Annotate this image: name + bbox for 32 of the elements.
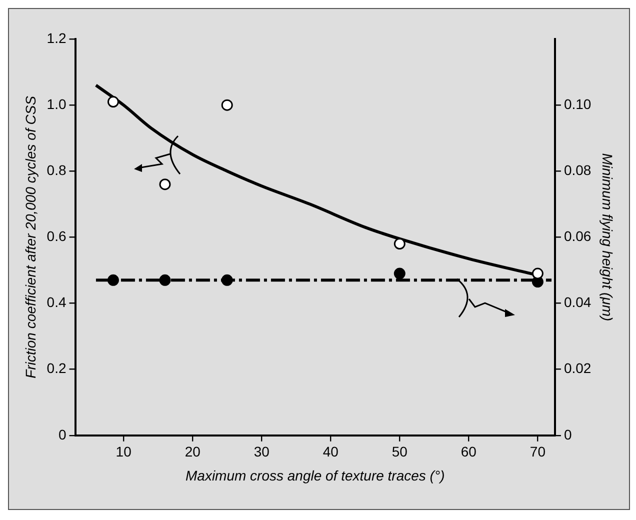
point <box>221 274 233 286</box>
y-tick-label: 0.4 <box>46 294 66 310</box>
y2-tick-label: 0 <box>564 426 572 442</box>
y-tick-label: 0.6 <box>46 228 66 244</box>
y2-tick-label: 0.02 <box>564 360 592 376</box>
y-tick-label: 0 <box>58 426 66 442</box>
y2-axis-title: Minimum flying height (μm) <box>600 153 616 322</box>
point <box>107 274 119 286</box>
x-tick-label: 10 <box>116 444 132 460</box>
point <box>107 96 119 108</box>
y-tick-label: 1.0 <box>46 96 66 112</box>
y-axis-title: Friction coefficient after 20,000 cycles of CSS <box>22 95 38 378</box>
y2-tick-label: 0.08 <box>564 162 592 178</box>
point <box>221 99 233 111</box>
y2-tick-label: 0.04 <box>564 294 592 310</box>
point <box>159 274 171 286</box>
y2-tick-label: 0.10 <box>564 96 592 112</box>
x-tick-label: 30 <box>254 444 270 460</box>
x-tick-label: 20 <box>184 444 201 460</box>
x-axis-title: Maximum cross angle of texture traces (°) <box>185 467 445 484</box>
x-tick-label: 70 <box>530 444 546 460</box>
y-tick-label: 1.2 <box>46 30 66 46</box>
point <box>159 178 171 190</box>
point <box>394 238 406 250</box>
x-tick-label: 40 <box>322 444 339 460</box>
y2-tick-label: 0.06 <box>564 228 592 244</box>
x-tick-label: 50 <box>392 444 408 460</box>
x-tick-label: 60 <box>460 444 477 460</box>
y-tick-label: 0.8 <box>46 162 66 178</box>
point <box>532 268 544 280</box>
point <box>394 268 406 280</box>
y-tick-label: 0.2 <box>46 360 66 376</box>
